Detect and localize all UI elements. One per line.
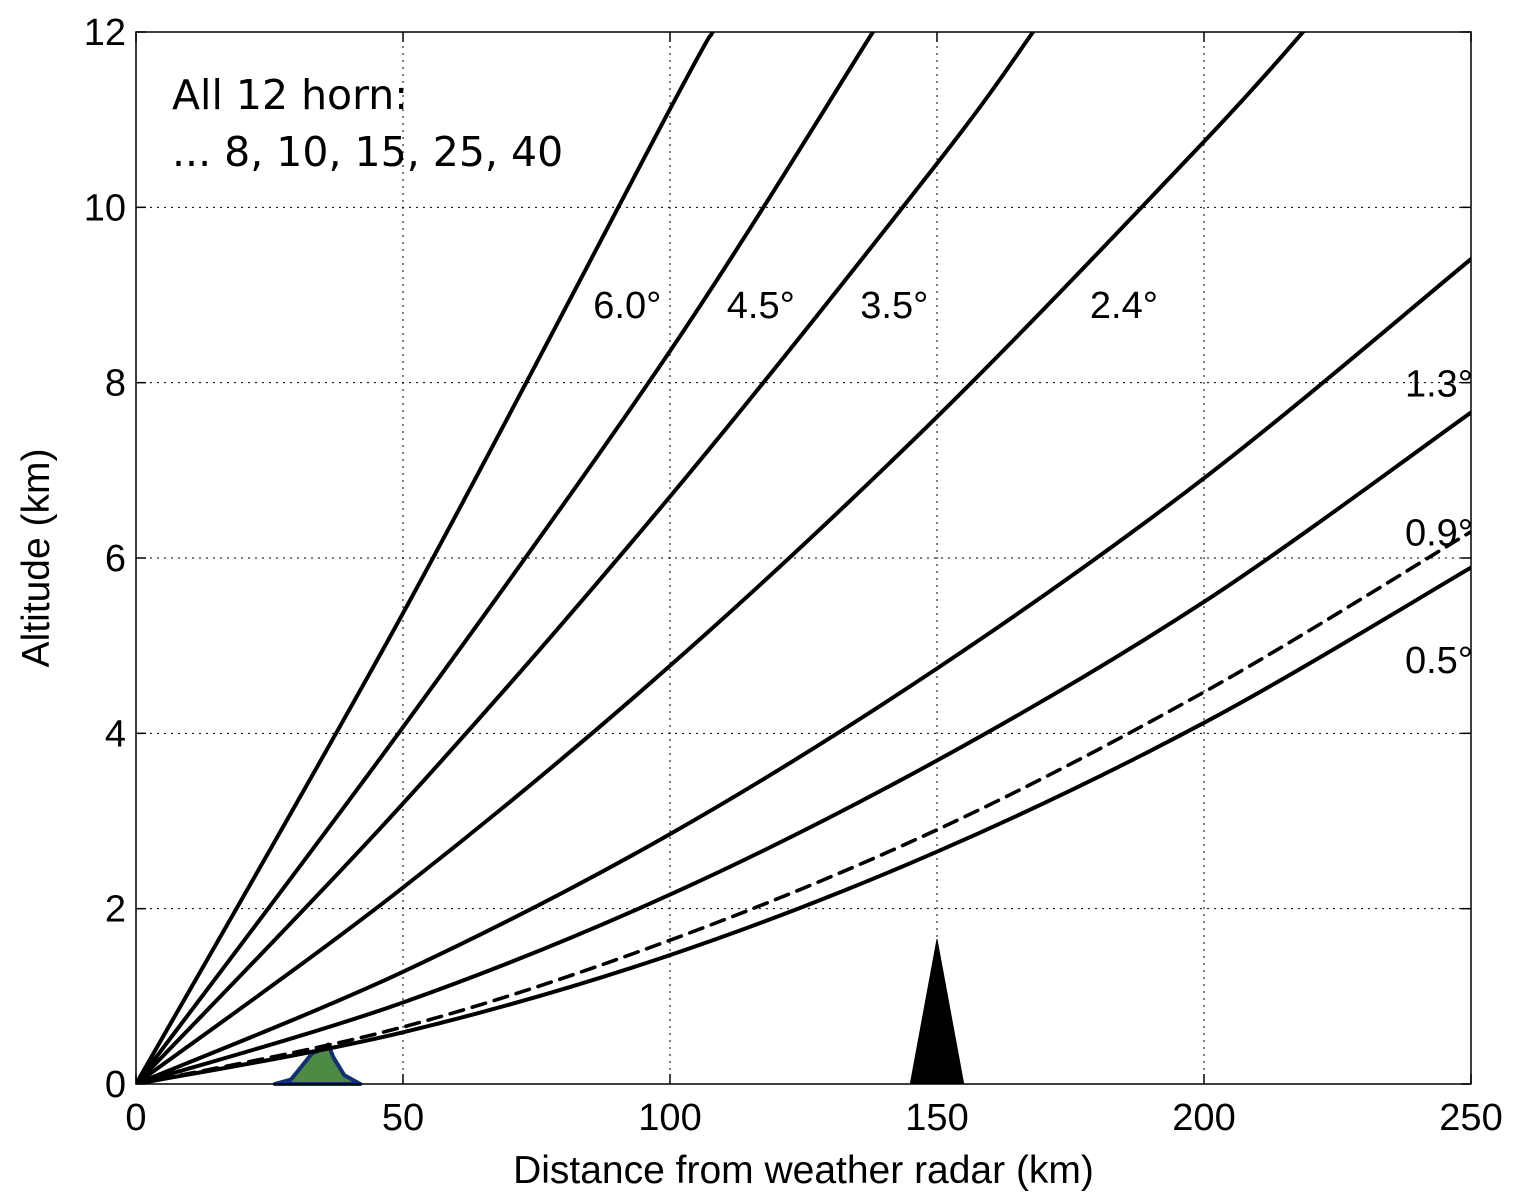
- series-line-0-9: [136, 410, 1471, 1084]
- series-line-2-4: [136, 32, 1306, 1084]
- series-line-6-0: [136, 32, 715, 1084]
- series-label-2-4: 2.4°: [1090, 285, 1158, 327]
- y-axis-title: Altitude (km): [15, 449, 58, 668]
- x-axis-title: Distance from weather radar (km): [513, 1149, 1094, 1192]
- y-tick-label: 10: [84, 187, 126, 229]
- y-tick-label: 12: [84, 12, 126, 54]
- series-line-0-5: [136, 565, 1471, 1084]
- tick-layer: 0 50 100 150 200 250 0 2 4 6 8 10 12: [84, 12, 1503, 1139]
- x-tick-label: 0: [125, 1097, 146, 1139]
- y-tick-label: 8: [105, 363, 126, 405]
- terrain-peak: [909, 938, 965, 1085]
- x-tick-label: 150: [905, 1097, 968, 1139]
- series-label-6-0: 6.0°: [593, 285, 661, 327]
- y-tick-label: 2: [105, 889, 126, 931]
- series-label-4-5: 4.5°: [727, 285, 795, 327]
- x-tick-label: 100: [638, 1097, 701, 1139]
- y-tick-label: 4: [105, 713, 126, 755]
- series-line-1-3: [136, 257, 1471, 1084]
- series-label-0-5: 0.5°: [1405, 640, 1473, 682]
- x-tick-label: 200: [1172, 1097, 1235, 1139]
- y-tick-label: 6: [105, 538, 126, 580]
- series-line-4-5: [136, 32, 875, 1084]
- series-line-3-5: [136, 32, 1036, 1084]
- annotation-line-1: All 12 horn:: [172, 71, 408, 119]
- series-line-dashed: [136, 529, 1471, 1084]
- series-label-1-3: 1.3°: [1405, 364, 1473, 406]
- series-label-3-5: 3.5°: [860, 285, 928, 327]
- x-tick-label: 250: [1439, 1097, 1502, 1139]
- series-layer: [136, 32, 1471, 1084]
- grid-layer: [136, 32, 1471, 1084]
- annotation-line-2: ... 8, 10, 15, 25, 40: [172, 128, 563, 176]
- series-label-0-9: 0.9°: [1405, 513, 1473, 555]
- label-layer: 0.5° 0.9° 1.3° 2.4° 3.5° 4.5° 6.0°: [593, 285, 1473, 682]
- y-tick-label: 0: [105, 1064, 126, 1106]
- x-tick-label: 50: [382, 1097, 424, 1139]
